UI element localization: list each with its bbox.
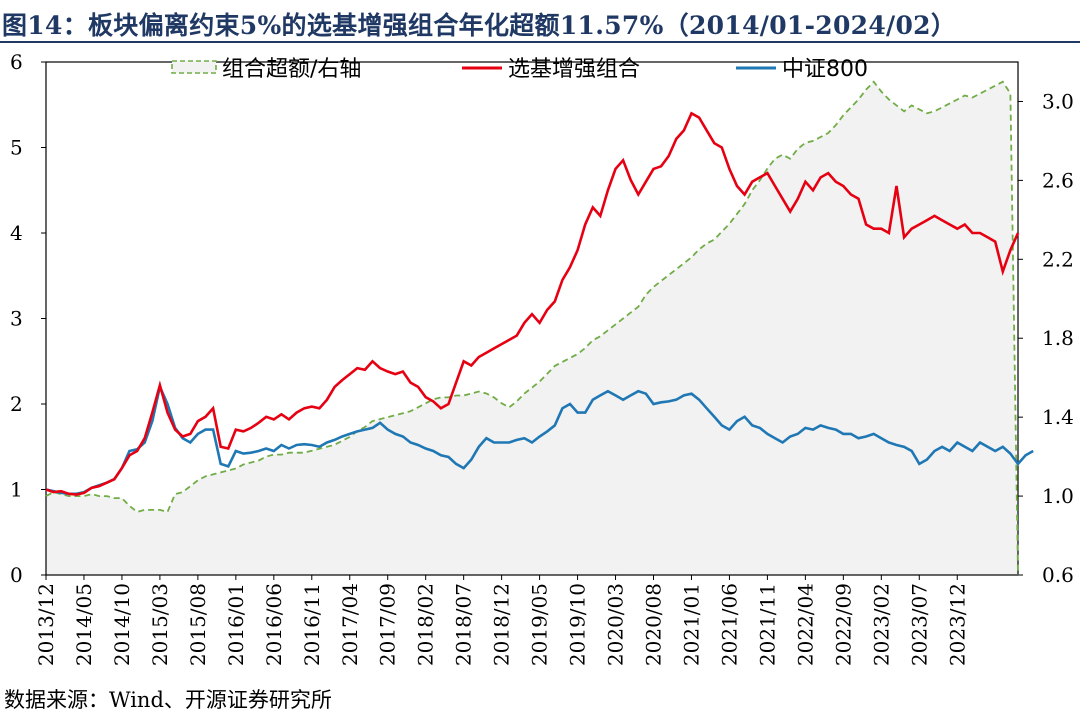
x-tick-label: 2019/05 — [528, 583, 552, 666]
x-tick-label: 2017/09 — [376, 583, 400, 666]
y-left-tick-label: 5 — [10, 136, 23, 160]
x-tick-label: 2023/12 — [945, 583, 969, 666]
x-tick-label: 2014/05 — [72, 583, 96, 666]
legend-swatch-excess — [171, 60, 217, 74]
x-tick-label: 2021/11 — [755, 583, 779, 666]
legend-item-csi800: 中证800 — [736, 57, 868, 82]
excess-area — [46, 81, 1018, 575]
legend-item-enhanced: 选基增强组合 — [462, 57, 640, 82]
line-chart: 0 1 2 3 4 5 6 0.6 1.0 1.4 1.8 2.2 2.6 3.0 2013/12 2014/… — [10, 50, 1074, 666]
y-left-tick-label: 2 — [10, 392, 23, 416]
x-tick-label: 2016/06 — [262, 583, 286, 666]
x-tick-label: 2018/12 — [490, 583, 514, 666]
y-left-tick-label: 0 — [10, 563, 23, 587]
legend-item-excess: 组合超额/右轴 — [171, 57, 361, 82]
y-right-tick-label: 1.4 — [1042, 405, 1074, 429]
x-tick-label: 2021/06 — [717, 583, 741, 666]
y-left-tick-label: 3 — [10, 307, 23, 331]
x-tick-label: 2013/12 — [34, 583, 58, 666]
legend-label: 选基增强组合 — [508, 57, 640, 82]
y-left-tick-label: 6 — [10, 50, 23, 74]
x-tick-label: 2016/11 — [300, 583, 324, 666]
y-right-tick-label: 2.6 — [1042, 168, 1074, 192]
y-right-tick-label: 2.2 — [1042, 247, 1074, 271]
legend: 组合超额/右轴 选基增强组合 中证800 — [171, 57, 868, 82]
title-rule — [0, 41, 1080, 43]
legend-label: 组合超额/右轴 — [222, 57, 361, 82]
legend-label: 中证800 — [782, 57, 868, 82]
x-tick-label: 2017/04 — [338, 583, 362, 666]
y-left-tick-label: 4 — [10, 221, 23, 245]
y-right-tick-label: 0.6 — [1042, 563, 1074, 587]
x-tick-label: 2019/10 — [566, 583, 590, 666]
x-tick-label: 2020/08 — [642, 583, 666, 666]
x-tick-label: 2015/03 — [148, 583, 172, 666]
y-right-tick-label: 1.0 — [1042, 484, 1074, 508]
x-tick-label: 2015/08 — [186, 583, 210, 666]
x-tick-label: 2016/01 — [224, 583, 248, 666]
series-line-enhanced — [45, 111, 1020, 496]
title-bar: 图14：板块偏离约束5%的选基增强组合年化超额11.57%（2014/01-20… — [0, 0, 1080, 43]
x-tick-label: 2023/07 — [907, 583, 931, 666]
y-right-tick-label: 3.0 — [1042, 89, 1074, 113]
x-tick-label: 2020/03 — [604, 583, 628, 666]
source-note: 数据来源：Wind、开源证券研究所 — [4, 688, 332, 712]
y-right-tick-label: 1.8 — [1042, 326, 1074, 350]
x-tick-label: 2018/02 — [414, 583, 438, 666]
series-line-csi800 — [45, 382, 1034, 496]
x-tick-label: 2023/02 — [869, 583, 893, 666]
chart-title: 图14：板块偏离约束5%的选基增强组合年化超额11.57%（2014/01-20… — [2, 11, 957, 40]
x-tick-label: 2022/04 — [793, 583, 817, 666]
series-line-excess — [45, 80, 1019, 576]
x-tick-label: 2021/01 — [679, 583, 703, 666]
x-tick-label: 2018/07 — [452, 583, 476, 666]
x-tick-label: 2014/10 — [110, 583, 134, 666]
x-tick-label: 2022/09 — [831, 583, 855, 666]
y-left-tick-label: 1 — [10, 478, 23, 502]
